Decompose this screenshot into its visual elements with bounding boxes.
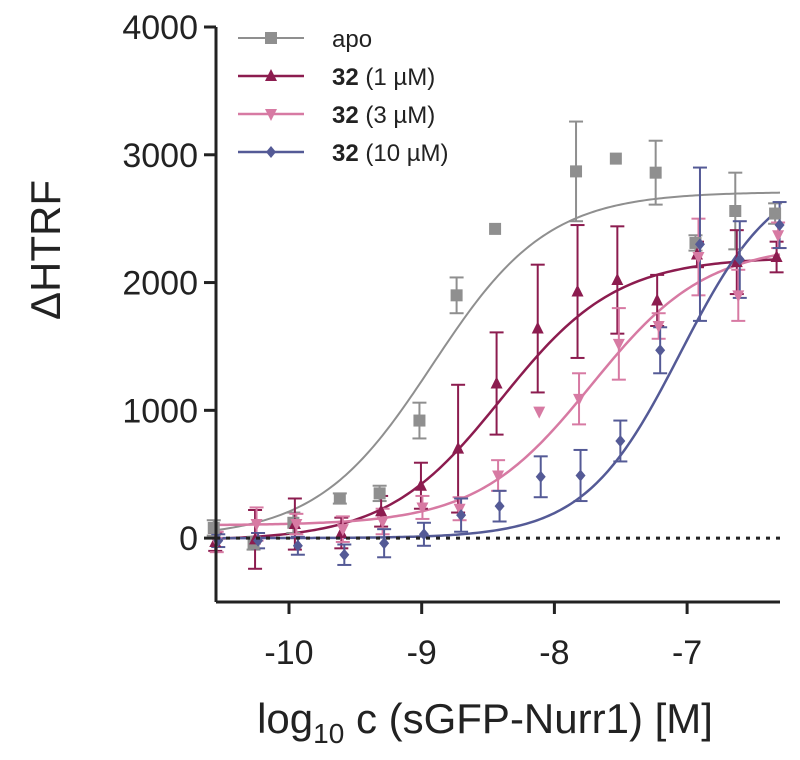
x-axis-title-prefix: log bbox=[257, 695, 313, 742]
y-tick-label: 1000 bbox=[122, 392, 198, 430]
legend-marker bbox=[265, 32, 277, 44]
data-point-32-1-m bbox=[452, 441, 465, 454]
data-point-32-1-m bbox=[531, 321, 544, 334]
axes: 0 1000 2000 3000 4000 -10 -9 -8 -7 bbox=[122, 9, 780, 672]
data-point-32-10-m bbox=[456, 509, 467, 522]
legend-marker bbox=[266, 146, 276, 158]
data-point-32-1-m bbox=[611, 273, 624, 285]
data-point-32-1-m bbox=[651, 293, 664, 306]
data-point-32-3-m bbox=[250, 519, 263, 532]
data-point-apo bbox=[373, 487, 386, 500]
data-point-32-10-m bbox=[535, 470, 546, 483]
legend: apo 32 (1 µM) 32 (3 µM) 32 (10 µM) bbox=[238, 26, 449, 167]
x-tick-label: -7 bbox=[672, 634, 702, 672]
data-point-32-10-m bbox=[494, 500, 505, 513]
data-point-apo bbox=[413, 414, 426, 427]
data-point-32-10-m bbox=[615, 435, 626, 447]
y-tick-label: 0 bbox=[179, 520, 198, 558]
y-tick-label: 4000 bbox=[122, 9, 198, 47]
fit-curve-32-1-m bbox=[215, 257, 781, 540]
x-axis-title: log10 c (sGFP-Nurr1) [M] bbox=[257, 695, 713, 749]
data-point-32-1-m bbox=[770, 250, 783, 262]
data-point-apo bbox=[649, 166, 662, 179]
x-axis-title-subscript: 10 bbox=[313, 718, 344, 749]
data-point-32-10-m bbox=[734, 253, 745, 266]
data-point-32-3-m bbox=[692, 252, 705, 264]
data-point-32-3-m bbox=[376, 516, 389, 529]
data-point-apo bbox=[729, 205, 742, 217]
legend-label: 32 (10 µM) bbox=[332, 140, 449, 167]
data-point-apo bbox=[609, 152, 622, 165]
data-point-32-3-m bbox=[492, 470, 505, 483]
data-point-apo bbox=[333, 492, 346, 505]
data-point-32-3-m bbox=[652, 321, 665, 333]
legend-label: apo bbox=[332, 26, 372, 53]
data-point-32-3-m bbox=[453, 503, 466, 516]
data-point-apo bbox=[489, 222, 502, 235]
x-tick-label: -10 bbox=[264, 634, 313, 672]
data-point-32-3-m bbox=[336, 524, 349, 537]
legend-item-apo: apo bbox=[238, 26, 372, 53]
error-bars bbox=[206, 120, 787, 570]
data-point-32-10-m bbox=[292, 539, 303, 552]
data-point-apo bbox=[769, 207, 782, 220]
data-point-apo bbox=[450, 289, 463, 302]
y-tick-label: 2000 bbox=[122, 265, 198, 303]
data-point-32-1-m bbox=[414, 478, 427, 491]
data-point-32-3-m bbox=[732, 290, 745, 303]
data-markers bbox=[207, 152, 785, 561]
data-point-32-10-m bbox=[339, 548, 350, 561]
data-point-32-10-m bbox=[575, 469, 586, 482]
data-point-32-1-m bbox=[490, 376, 503, 389]
data-point-32-1-m bbox=[375, 504, 388, 517]
data-point-apo bbox=[570, 165, 583, 178]
data-point-32-1-m bbox=[571, 284, 584, 297]
data-point-32-3-m bbox=[573, 393, 586, 406]
data-point-apo bbox=[207, 521, 220, 534]
y-axis-ticks: 0 1000 2000 3000 4000 bbox=[122, 9, 216, 558]
data-point-32-10-m bbox=[655, 344, 666, 357]
legend-marker bbox=[265, 69, 277, 81]
data-point-32-3-m bbox=[772, 230, 785, 243]
legend-label: 32 (1 µM) bbox=[332, 64, 435, 91]
y-axis-title: ΔHTRF bbox=[22, 180, 69, 320]
legend-item-32-1-m: 32 (1 µM) bbox=[238, 64, 435, 91]
legend-item-32-3-m: 32 (3 µM) bbox=[238, 102, 435, 129]
x-axis-title-suffix: c (sGFP-Nurr1) [M] bbox=[344, 695, 713, 742]
legend-label: 32 (3 µM) bbox=[332, 102, 435, 129]
data-point-32-3-m bbox=[612, 338, 625, 351]
data-point-32-3-m bbox=[416, 502, 429, 515]
x-tick-label: -9 bbox=[407, 634, 437, 672]
y-tick-label: 3000 bbox=[122, 137, 198, 175]
data-point-32-10-m bbox=[694, 238, 705, 251]
legend-marker bbox=[265, 109, 277, 121]
data-point-32-3-m bbox=[290, 519, 303, 532]
x-axis-ticks: -10 -9 -8 -7 bbox=[264, 602, 702, 672]
data-point-32-3-m bbox=[533, 406, 546, 419]
legend-item-32-10-m: 32 (10 µM) bbox=[238, 140, 449, 167]
fit-curve-apo bbox=[215, 191, 781, 532]
data-point-32-10-m bbox=[253, 534, 264, 547]
data-point-32-10-m bbox=[774, 219, 785, 232]
data-point-32-10-m bbox=[379, 537, 390, 550]
x-tick-label: -8 bbox=[539, 634, 569, 672]
